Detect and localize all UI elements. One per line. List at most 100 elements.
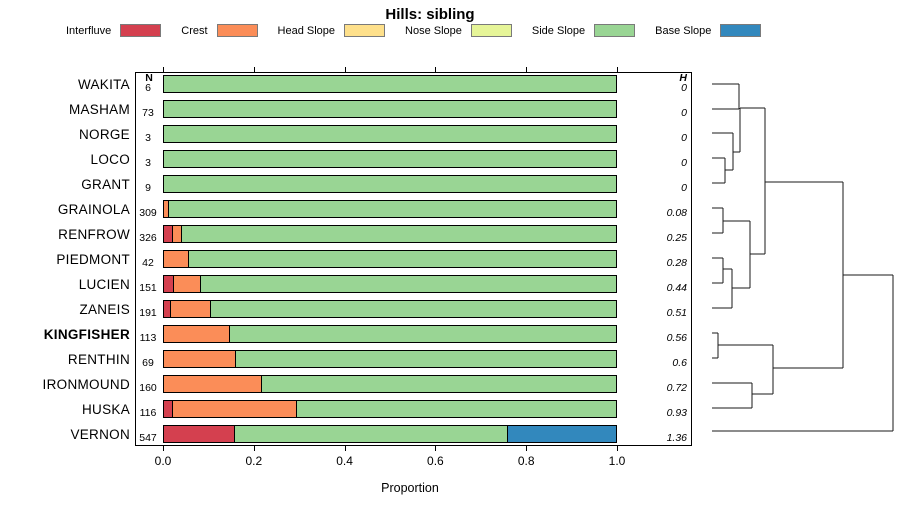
legend-label: Side Slope — [531, 24, 586, 37]
axis-tick-bottom — [435, 446, 437, 451]
bar-segment-side-slope — [168, 201, 616, 217]
stacked-bar-vernon — [163, 425, 617, 443]
n-value: 151 — [139, 282, 157, 294]
bar-segment-side-slope — [164, 101, 616, 117]
bar-segment-crest — [164, 376, 263, 392]
bar-segment-side-slope — [235, 426, 509, 442]
legend-swatch — [120, 24, 162, 37]
bar-segment-crest — [170, 301, 211, 317]
n-value: 116 — [139, 407, 157, 419]
axis-tick-bottom — [526, 446, 528, 451]
stacked-bar-ironmound — [163, 375, 617, 393]
chart-title: Hills: sibling — [385, 6, 475, 23]
bar-segment-crest — [173, 276, 201, 292]
bar-segment-side-slope — [188, 251, 616, 267]
x-axis-title: Proportion — [381, 481, 439, 495]
axis-tick-top — [617, 67, 618, 72]
stacked-bar-lucien — [163, 275, 617, 293]
bar-segment-interfluve — [164, 301, 171, 317]
legend-label: Head Slope — [277, 24, 336, 37]
bar-segment-side-slope — [164, 126, 616, 142]
bar-segment-interfluve — [164, 276, 174, 292]
legend-item-interfluve: Interfluve — [66, 24, 162, 37]
bar-segment-base-slope — [508, 426, 616, 442]
legend-label: Crest — [181, 24, 208, 37]
axis-tick-bottom — [253, 446, 255, 451]
h-value: 0.93 — [666, 407, 687, 419]
bar-segment-crest — [164, 351, 236, 367]
row-label-wakita: WAKITA — [77, 77, 130, 92]
bar-segment-side-slope — [297, 401, 616, 417]
bar-segment-crest — [164, 251, 189, 267]
axis-tick-label: 0.6 — [427, 454, 444, 468]
stacked-bar-loco — [163, 150, 617, 168]
n-value: 3 — [145, 132, 151, 144]
axis-tick-label: 0.8 — [517, 454, 535, 468]
row-label-vernon: VERNON — [70, 427, 130, 442]
bar-segment-side-slope — [210, 301, 616, 317]
n-column-header: N — [145, 72, 153, 84]
row-label-kingfisher: KINGFISHER — [43, 327, 130, 342]
axis-tick-top — [163, 67, 164, 72]
row-label-zaneis: ZANEIS — [79, 302, 130, 317]
axis-tick-top — [344, 67, 346, 72]
stacked-bar-renfrow — [163, 225, 617, 243]
legend-swatch — [594, 24, 636, 37]
stacked-bar-piedmont — [163, 250, 617, 268]
axis-tick-top — [526, 67, 528, 72]
row-label-loco: LOCO — [90, 152, 130, 167]
legend-item-head-slope: Head Slope — [278, 24, 386, 37]
bar-segment-side-slope — [230, 326, 616, 342]
legend-item-crest: Crest — [181, 24, 258, 37]
bar-segment-side-slope — [200, 276, 616, 292]
legend-label: Interfluve — [66, 24, 112, 37]
h-value: 1.36 — [666, 432, 687, 444]
axis-tick-top — [435, 67, 437, 72]
bar-segment-crest — [164, 326, 231, 342]
h-value: 0.56 — [666, 332, 687, 344]
axis-tick-label: 0.2 — [245, 454, 263, 468]
h-value: 0 — [681, 132, 687, 144]
row-label-norge: NORGE — [78, 127, 130, 142]
row-label-renfrow: RENFROW — [58, 227, 130, 242]
h-value: 0.25 — [666, 232, 687, 244]
stacked-bar-grant — [163, 175, 617, 193]
bar-segment-crest — [172, 401, 298, 417]
n-value: 160 — [139, 382, 157, 394]
axis-tick-label: 1.0 — [608, 454, 626, 468]
h-value: 0 — [681, 157, 687, 169]
bar-segment-side-slope — [164, 151, 616, 167]
legend-swatch — [470, 24, 512, 37]
legend-swatch — [216, 24, 258, 37]
bar-segment-side-slope — [262, 376, 616, 392]
legend-label: Nose Slope — [405, 24, 462, 37]
n-value: 6 — [145, 82, 151, 94]
row-label-piedmont: PIEDMONT — [56, 252, 130, 267]
h-value: 0.6 — [672, 357, 687, 369]
legend-item-nose-slope: Nose Slope — [405, 24, 512, 37]
stacked-bar-huska — [163, 400, 617, 418]
bar-segment-side-slope — [235, 351, 616, 367]
bar-segment-interfluve — [164, 226, 174, 242]
h-value: 0 — [681, 82, 687, 94]
n-value: 69 — [142, 357, 154, 369]
legend-item-side-slope: Side Slope — [531, 24, 636, 37]
legend-label: Base Slope — [655, 24, 712, 37]
axis-tick-bottom — [344, 446, 346, 451]
axis-tick-label: 0.4 — [336, 454, 353, 468]
axis-tick-bottom — [163, 446, 164, 451]
stacked-bar-masham — [163, 100, 617, 118]
bar-segment-interfluve — [164, 401, 173, 417]
stacked-bar-kingfisher — [163, 325, 617, 343]
bar-segment-crest — [164, 201, 169, 217]
row-label-huska: HUSKA — [81, 402, 130, 417]
row-label-grainola: GRAINOLA — [57, 202, 130, 217]
bar-segment-side-slope — [181, 226, 616, 242]
stacked-bar-zaneis — [163, 300, 617, 318]
legend-item-base-slope: Base Slope — [655, 24, 762, 37]
bar-segment-crest — [173, 226, 182, 242]
row-label-masham: MASHAM — [68, 102, 130, 117]
row-label-lucien: LUCIEN — [78, 277, 130, 292]
n-value: 309 — [139, 207, 157, 219]
